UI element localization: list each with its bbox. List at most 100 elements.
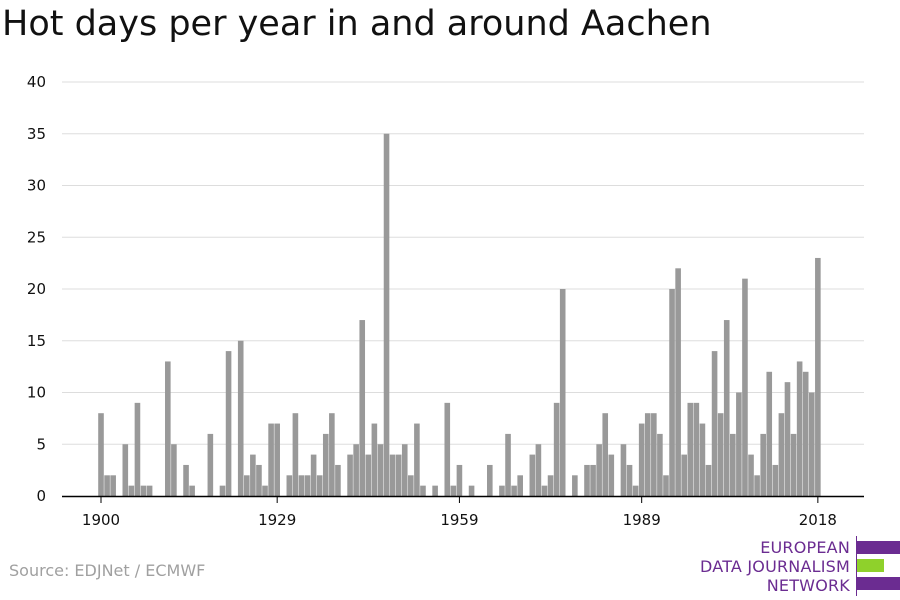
bar-1944[interactable] bbox=[365, 454, 372, 496]
bar-2005[interactable] bbox=[736, 392, 742, 497]
bar-1950[interactable] bbox=[401, 444, 408, 496]
bar-1964[interactable] bbox=[487, 464, 493, 496]
bar-1941[interactable] bbox=[347, 454, 353, 496]
bar-1904[interactable] bbox=[122, 444, 129, 496]
bar-2009[interactable] bbox=[760, 433, 766, 496]
bar-2011[interactable] bbox=[772, 464, 779, 496]
bar-1972[interactable] bbox=[535, 444, 542, 496]
bar-2015[interactable] bbox=[796, 361, 803, 496]
bar-2013[interactable] bbox=[784, 382, 791, 496]
bar-1920[interactable] bbox=[219, 485, 226, 496]
bar-1996[interactable] bbox=[681, 454, 687, 496]
bar-1939[interactable] bbox=[335, 464, 341, 496]
bar-2001[interactable] bbox=[711, 351, 718, 496]
bar-1971[interactable] bbox=[529, 454, 536, 496]
bar-1987[interactable] bbox=[626, 464, 633, 496]
bar-1929[interactable] bbox=[274, 423, 280, 496]
bar-2008[interactable] bbox=[754, 475, 760, 496]
bar-1914[interactable] bbox=[183, 464, 189, 496]
bar-1915[interactable] bbox=[189, 485, 195, 496]
bar-1992[interactable] bbox=[657, 433, 663, 496]
bar-1907[interactable] bbox=[140, 485, 147, 496]
bar-2006[interactable] bbox=[742, 278, 748, 496]
bar-1936[interactable] bbox=[316, 475, 323, 496]
bar-1948[interactable] bbox=[389, 454, 396, 496]
bar-1988[interactable] bbox=[632, 485, 639, 496]
bar-1976[interactable] bbox=[559, 289, 566, 496]
bar-1902[interactable] bbox=[110, 475, 116, 496]
bar-1993[interactable] bbox=[663, 475, 669, 496]
bar-2017[interactable] bbox=[808, 392, 815, 497]
bar-2002[interactable] bbox=[717, 413, 724, 496]
bar-1999[interactable] bbox=[699, 423, 706, 496]
bar-1991[interactable] bbox=[651, 413, 657, 496]
bar-1942[interactable] bbox=[353, 444, 359, 496]
bar-1958[interactable] bbox=[450, 485, 457, 496]
bar-1911[interactable] bbox=[165, 361, 171, 496]
bar-1906[interactable] bbox=[134, 402, 141, 496]
bar-1938[interactable] bbox=[329, 413, 335, 496]
bar-1961[interactable] bbox=[468, 485, 475, 496]
bar-1975[interactable] bbox=[553, 402, 560, 496]
bar-1974[interactable] bbox=[547, 475, 554, 496]
bar-2016[interactable] bbox=[802, 371, 809, 496]
bar-1952[interactable] bbox=[414, 423, 420, 496]
bar-2018[interactable] bbox=[815, 257, 821, 496]
bar-1982[interactable] bbox=[596, 444, 602, 496]
bar-1935[interactable] bbox=[310, 454, 317, 496]
bar-1973[interactable] bbox=[541, 485, 548, 496]
bar-1912[interactable] bbox=[171, 444, 177, 496]
bar-1931[interactable] bbox=[286, 475, 293, 496]
bar-1953[interactable] bbox=[420, 485, 426, 496]
bar-2010[interactable] bbox=[766, 371, 773, 496]
bar-1900[interactable] bbox=[98, 413, 104, 496]
bar-1947[interactable] bbox=[383, 133, 390, 496]
bar-1949[interactable] bbox=[395, 454, 402, 496]
bar-1957[interactable] bbox=[444, 402, 451, 496]
bar-1990[interactable] bbox=[644, 413, 651, 496]
bar-1937[interactable] bbox=[322, 433, 329, 496]
bar-1908[interactable] bbox=[146, 485, 153, 496]
bar-1959[interactable] bbox=[456, 464, 463, 496]
bar-1978[interactable] bbox=[572, 475, 578, 496]
bar-1986[interactable] bbox=[620, 444, 627, 496]
bar-2014[interactable] bbox=[790, 433, 797, 496]
bar-1928[interactable] bbox=[268, 423, 274, 496]
bar-1967[interactable] bbox=[505, 433, 511, 496]
bar-2007[interactable] bbox=[748, 454, 754, 496]
bar-2012[interactable] bbox=[778, 413, 785, 496]
bar-1923[interactable] bbox=[237, 340, 244, 496]
bar-2004[interactable] bbox=[730, 433, 736, 496]
bar-1994[interactable] bbox=[669, 289, 675, 496]
bar-1969[interactable] bbox=[517, 475, 523, 496]
bar-2000[interactable] bbox=[705, 464, 712, 496]
bar-1918[interactable] bbox=[207, 433, 214, 496]
bar-2003[interactable] bbox=[723, 320, 730, 496]
bar-1927[interactable] bbox=[262, 485, 268, 496]
bar-1901[interactable] bbox=[104, 475, 110, 496]
bar-1981[interactable] bbox=[590, 464, 596, 496]
bar-1945[interactable] bbox=[371, 423, 378, 496]
bar-1968[interactable] bbox=[511, 485, 517, 496]
bar-1932[interactable] bbox=[292, 413, 299, 496]
bar-1943[interactable] bbox=[359, 320, 366, 496]
bar-1955[interactable] bbox=[432, 485, 438, 496]
bar-1980[interactable] bbox=[584, 464, 590, 496]
edjnet-logo[interactable]: EUROPEAN DATA JOURNALISM NETWORK bbox=[690, 536, 900, 596]
bar-1934[interactable] bbox=[304, 475, 311, 496]
bar-1998[interactable] bbox=[693, 402, 700, 496]
bar-1921[interactable] bbox=[225, 351, 232, 496]
bar-1983[interactable] bbox=[602, 413, 609, 496]
bar-1997[interactable] bbox=[687, 402, 694, 496]
bar-1946[interactable] bbox=[377, 444, 384, 496]
bar-1933[interactable] bbox=[298, 475, 305, 496]
bar-1905[interactable] bbox=[128, 485, 135, 496]
bar-1984[interactable] bbox=[608, 454, 615, 496]
bar-1925[interactable] bbox=[250, 454, 256, 496]
bar-1926[interactable] bbox=[256, 464, 262, 496]
bar-1995[interactable] bbox=[675, 268, 681, 496]
bar-1951[interactable] bbox=[408, 475, 414, 496]
bar-1966[interactable] bbox=[499, 485, 505, 496]
bar-1989[interactable] bbox=[638, 423, 645, 496]
bar-1924[interactable] bbox=[244, 475, 250, 496]
